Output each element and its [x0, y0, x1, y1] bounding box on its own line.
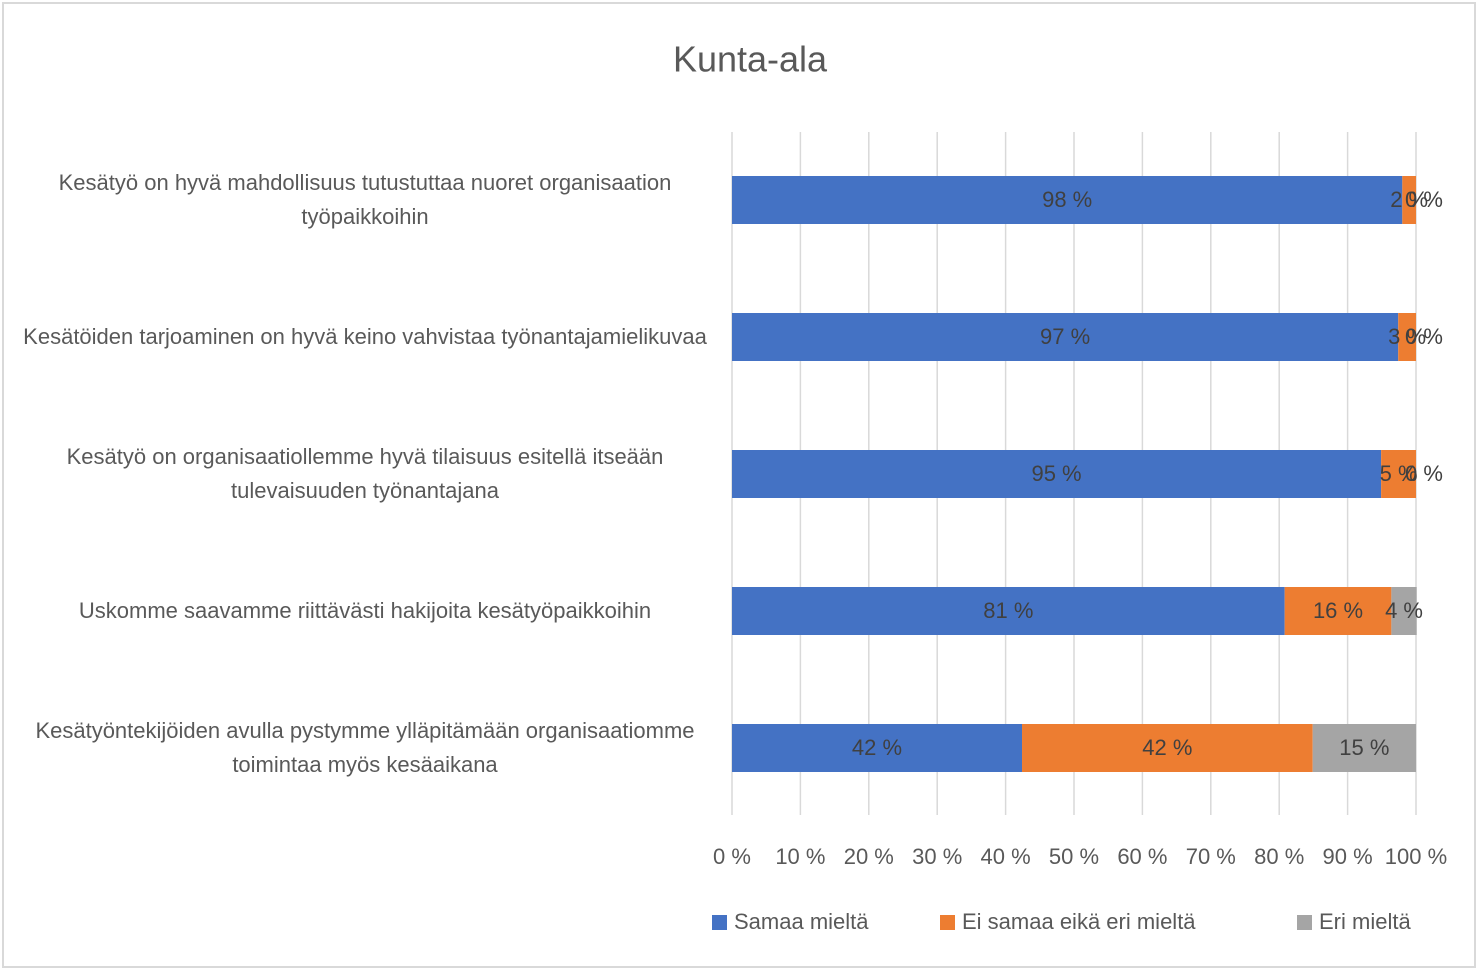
data-label: 42 %	[1142, 735, 1192, 760]
x-tick-label: 50 %	[1049, 844, 1099, 869]
data-label: 0 %	[1405, 187, 1443, 212]
x-tick-label: 80 %	[1254, 844, 1304, 869]
data-label: 5 %	[1380, 461, 1418, 486]
x-tick-label: 10 %	[775, 844, 825, 869]
data-label: 81 %	[983, 598, 1033, 623]
bar-segment	[1022, 724, 1313, 772]
legend-label: Ei samaa eikä eri mieltä	[962, 909, 1196, 934]
x-tick-label: 30 %	[912, 844, 962, 869]
data-label: 2 %	[1390, 187, 1428, 212]
bar-segment	[1312, 724, 1416, 772]
bar-segment	[1398, 313, 1416, 361]
bar-segment	[1381, 450, 1416, 498]
x-tick-label: 70 %	[1186, 844, 1236, 869]
data-label: 15 %	[1339, 735, 1389, 760]
category-label: Kesätyö on hyvä mahdollisuus tutustuttaa…	[58, 170, 672, 229]
bar-segment	[732, 450, 1382, 498]
category-label: Kesätöiden tarjoaminen on hyvä keino vah…	[23, 324, 707, 349]
category-label: Uskomme saavamme riittävästi hakijoita k…	[78, 598, 652, 623]
legend-label: Eri mieltä	[1319, 909, 1411, 934]
data-label: 16 %	[1313, 598, 1363, 623]
bar-segment	[1402, 176, 1416, 224]
data-label: 0 %	[1405, 461, 1443, 486]
legend-swatch	[712, 915, 727, 930]
x-tick-label: 100 %	[1385, 844, 1447, 869]
bar-segment	[732, 176, 1403, 224]
bar-segment	[732, 313, 1399, 361]
legend-swatch	[940, 915, 955, 930]
data-label: 4 %	[1385, 598, 1423, 623]
x-tick-label: 0 %	[713, 844, 751, 869]
category-label: Kesätyö on organisaatiollemme hyvä tilai…	[66, 444, 664, 503]
x-tick-label: 20 %	[844, 844, 894, 869]
bar-segment	[732, 587, 1285, 635]
bar-segment	[1391, 587, 1417, 635]
bar-segment	[1284, 587, 1392, 635]
bar-segment	[732, 724, 1023, 772]
data-label: 0 %	[1405, 324, 1443, 349]
legend-label: Samaa mieltä	[734, 909, 869, 934]
x-tick-label: 90 %	[1323, 844, 1373, 869]
chart-title: Kunta-ala	[673, 39, 828, 80]
x-tick-label: 40 %	[981, 844, 1031, 869]
x-tick-label: 60 %	[1117, 844, 1167, 869]
data-label: 42 %	[852, 735, 902, 760]
data-label: 97 %	[1040, 324, 1090, 349]
category-label: Kesätyöntekijöiden avulla pystymme ylläp…	[35, 718, 695, 777]
legend-swatch	[1297, 915, 1312, 930]
data-label: 98 %	[1042, 187, 1092, 212]
data-label: 95 %	[1031, 461, 1081, 486]
data-label: 3 %	[1388, 324, 1426, 349]
